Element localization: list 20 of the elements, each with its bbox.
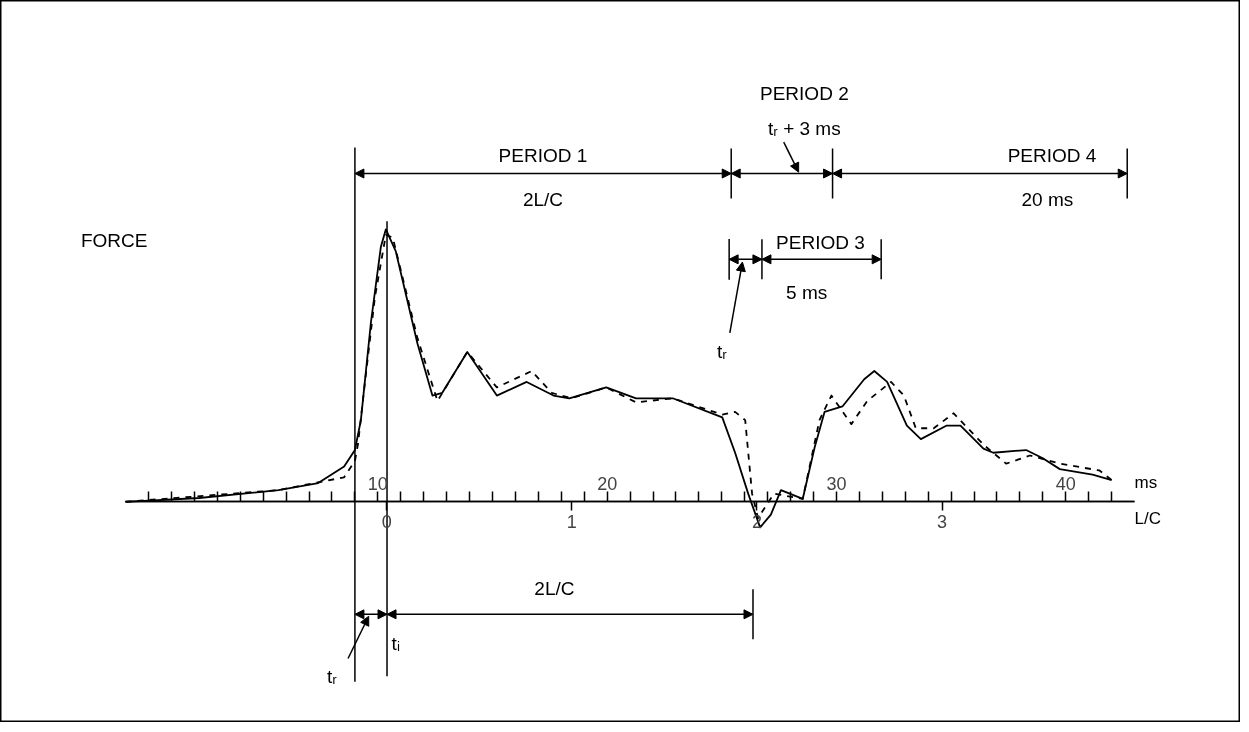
- annotation: tᵣ: [716, 341, 728, 363]
- text: 2L/C: [522, 188, 564, 210]
- text: 20 ms: [1021, 188, 1074, 210]
- text: PERIOD 1: [498, 145, 588, 167]
- text: PERIOD 2: [760, 82, 849, 104]
- x-tick-label: 40: [1055, 473, 1076, 494]
- text: tᵣ: [327, 665, 338, 687]
- ref-line-label: tᵢ: [391, 632, 400, 654]
- y-axis-title: FORCE: [80, 229, 148, 251]
- text: PERIOD 4: [1007, 145, 1097, 167]
- text: tᵣ + 3 ms: [768, 118, 841, 140]
- x-tick-label: 30: [826, 473, 847, 494]
- x2-axis-title: L/C: [1134, 508, 1162, 528]
- x-axis-title: ms: [1134, 473, 1158, 493]
- text: 2L/C: [534, 578, 575, 600]
- x2-tick-label: 1: [566, 511, 577, 532]
- x-tick-label: 20: [597, 473, 618, 494]
- annotation: PERIOD 3: [776, 232, 865, 254]
- annotation: 5 ms: [786, 281, 828, 303]
- x2-tick-label: 3: [937, 511, 948, 532]
